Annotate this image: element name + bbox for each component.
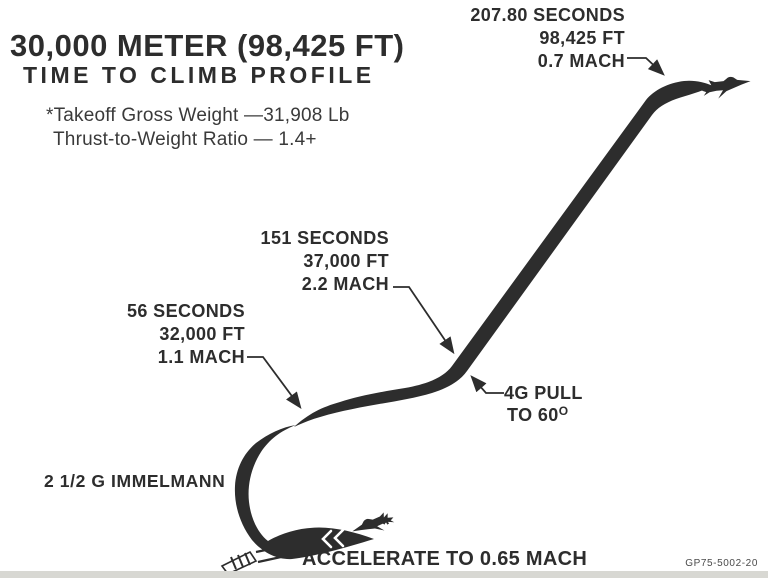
page-title: 30,000 METER (98,425 FT): [10, 28, 405, 63]
leader-lines: [247, 57, 665, 410]
milestone-summit-mach: 0.7 MACH: [537, 51, 625, 71]
label-immelmann: 2 1/2 G IMMELMANN: [44, 471, 226, 491]
label-4g-pull-line2: TO 60O: [507, 404, 569, 425]
milestone-supersonic-mach: 2.2 MACH: [301, 274, 389, 294]
milestone-summit: 207.80 SECONDS 98,425 FT 0.7 MACH: [470, 4, 625, 73]
leader-4g-pull: [470, 375, 504, 394]
leader-summit: [627, 57, 665, 76]
ribbon-start-chevrons: [321, 528, 345, 549]
milestone-summit-time: 207.80 SECONDS: [470, 5, 625, 25]
scan-edge-band: [0, 571, 768, 578]
runway-threshold-stripes: [230, 552, 251, 570]
milestone-summit-altitude: 98,425 FT: [539, 28, 625, 48]
milestone-supersonic-altitude: 37,000 FT: [303, 251, 389, 271]
degree-superscript: O: [558, 404, 569, 418]
condition-takeoff-weight: *Takeoff Gross Weight —31,908 Lb: [46, 105, 350, 126]
aircraft-icon-summit: [700, 71, 753, 102]
milestone-supersonic-time: 151 SECONDS: [260, 228, 389, 248]
label-accelerate: ACCELERATE TO 0.65 MACH: [302, 548, 588, 570]
milestone-exit-time: 56 SECONDS: [126, 301, 245, 321]
label-4g-pull: 4G PULL TO 60O: [504, 382, 583, 428]
milestone-immelmann-exit: 56 SECONDS 32,000 FT 1.1 MACH: [127, 300, 245, 369]
label-4g-pull-line1: 4G PULL: [504, 383, 583, 403]
ribbon-climb: [294, 80, 713, 427]
milestone-exit-altitude: 32,000 FT: [159, 324, 245, 344]
document-number: GP75-5002-20: [685, 558, 758, 569]
ribbon-immelmann-loop: [234, 425, 374, 560]
leader-supersonic: [393, 286, 455, 355]
condition-thrust-weight: Thrust-to-Weight Ratio — 1.4+: [53, 129, 317, 150]
leader-exit: [247, 356, 302, 410]
footnote-asterisk: *: [382, 514, 390, 536]
page-subtitle: TIME TO CLIMB PROFILE: [23, 62, 375, 88]
milestone-exit-mach: 1.1 MACH: [157, 347, 245, 367]
milestone-supersonic: 151 SECONDS 37,000 FT 2.2 MACH: [261, 227, 389, 296]
